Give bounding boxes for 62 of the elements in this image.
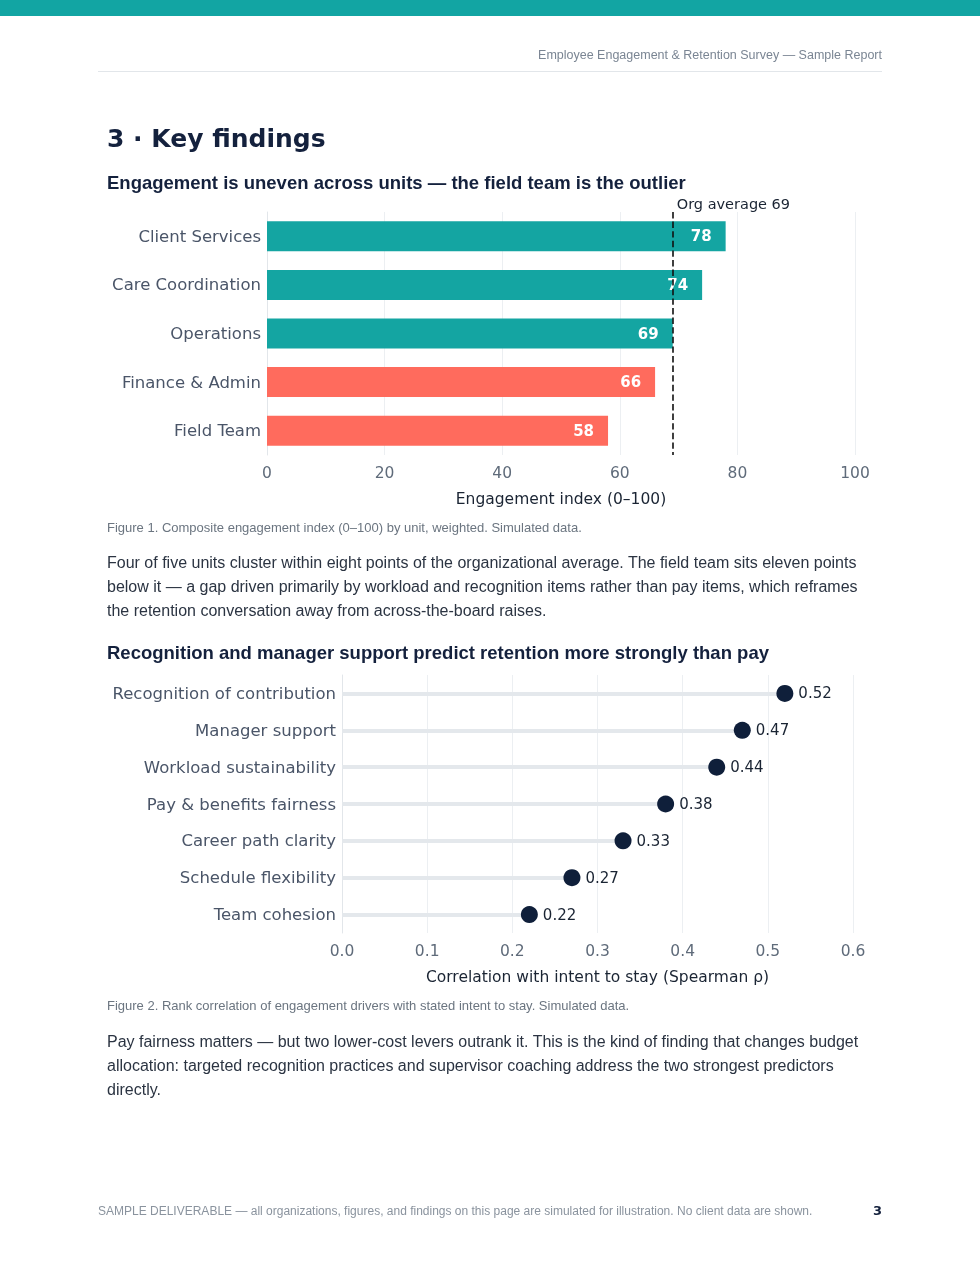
point — [733, 721, 751, 739]
point — [520, 906, 538, 924]
y-tick-label: Team cohesion — [212, 905, 336, 925]
y-tick-label: Schedule flexibility — [179, 868, 337, 888]
data-label: 0.52 — [798, 684, 832, 703]
x-tick-label: 0.2 — [500, 942, 525, 960]
text: 3 · Key findings — [107, 124, 326, 153]
data-label: 0.38 — [679, 795, 713, 813]
y-tick-label: Finance & Admin — [121, 372, 261, 392]
y-tick-label: Operations — [170, 324, 261, 343]
y-tick-label: Workload sustainability — [143, 757, 337, 777]
y-tick-label: Care Coordination — [112, 275, 261, 295]
chart-title: Recognition and manager support predict retention more strongly than pay — [107, 642, 769, 664]
x-tick-label: 0.0 — [329, 942, 355, 960]
x-tick-label: 0.6 — [840, 942, 866, 960]
data-label: 69 — [637, 324, 659, 343]
point — [708, 758, 726, 776]
x-axis-title: Engagement index (0–100) — [455, 490, 667, 508]
data-label: 78 — [690, 227, 712, 246]
y-tick-label: Field Team — [174, 421, 261, 441]
point — [657, 795, 675, 813]
bar — [267, 415, 609, 446]
data-label: 58 — [573, 421, 595, 440]
bar — [267, 318, 673, 349]
x-tick-label: 80 — [727, 464, 748, 482]
point — [776, 684, 794, 702]
caption: Figure 1. Composite engagement index (0–100) by unit, weighted. Simulated data. — [107, 520, 582, 535]
text: Four of five units cluster within eight points of the organizational average. The field team sits eleven points below it — a gap driven primarily by workload and recognition items rather than pay items, which reframes the retention conversation away from across-the-board raises. — [107, 553, 859, 621]
data-label: 0.27 — [585, 868, 619, 887]
chart-title: Engagement is uneven across units — the field team is the outlier — [107, 172, 686, 194]
x-tick-label: 100 — [840, 464, 870, 482]
x-tick-label: 0.5 — [755, 942, 781, 960]
data-label: 74 — [667, 275, 689, 294]
text: SAMPLE DELIVERABLE — all organizations, figures, and findings on this page are simulated for illustration. No client data are shown. — [98, 1204, 813, 1218]
text: 3 — [873, 1203, 883, 1218]
bar — [267, 269, 703, 300]
y-tick-label: Career path clarity — [181, 831, 337, 851]
data-label: 66 — [620, 373, 642, 392]
point — [614, 832, 632, 850]
x-tick-label: 0.3 — [585, 942, 610, 960]
ref-line-label: Org average 69 — [676, 195, 791, 212]
x-tick-label: 0 — [262, 464, 272, 482]
data-label: 0.22 — [542, 905, 577, 924]
caption: Figure 2. Rank correlation of engagement drivers with stated intent to stay. Simulated data. — [107, 998, 630, 1013]
data-label: 0.33 — [636, 831, 670, 850]
x-tick-label: 60 — [609, 464, 630, 482]
x-tick-label: 0.1 — [414, 942, 440, 960]
bar — [267, 367, 656, 398]
x-axis-title: Correlation with intent to stay (Spearman ρ) — [425, 968, 770, 986]
y-tick-label: Pay & benefits fairness — [146, 794, 336, 814]
point — [563, 869, 581, 887]
y-tick-label: Client Services — [138, 226, 261, 246]
y-tick-label: Recognition of contribution — [112, 683, 336, 703]
text: Pay fairness matters — but two lower-cost levers outrank it. This is the kind of finding that changes budget allocation: targeted recognition practices and supervisor coaching address the two strongest predictors directly. — [107, 1032, 860, 1100]
x-tick-label: 0.4 — [670, 942, 695, 960]
bar — [267, 221, 726, 252]
x-tick-label: 20 — [374, 464, 395, 482]
y-tick-label: Manager support — [195, 720, 337, 740]
data-label: 0.47 — [755, 721, 790, 740]
x-tick-label: 40 — [492, 464, 513, 482]
text: Employee Engagement & Retention Survey — Sample Report — [538, 48, 882, 62]
data-label: 0.44 — [730, 758, 764, 777]
